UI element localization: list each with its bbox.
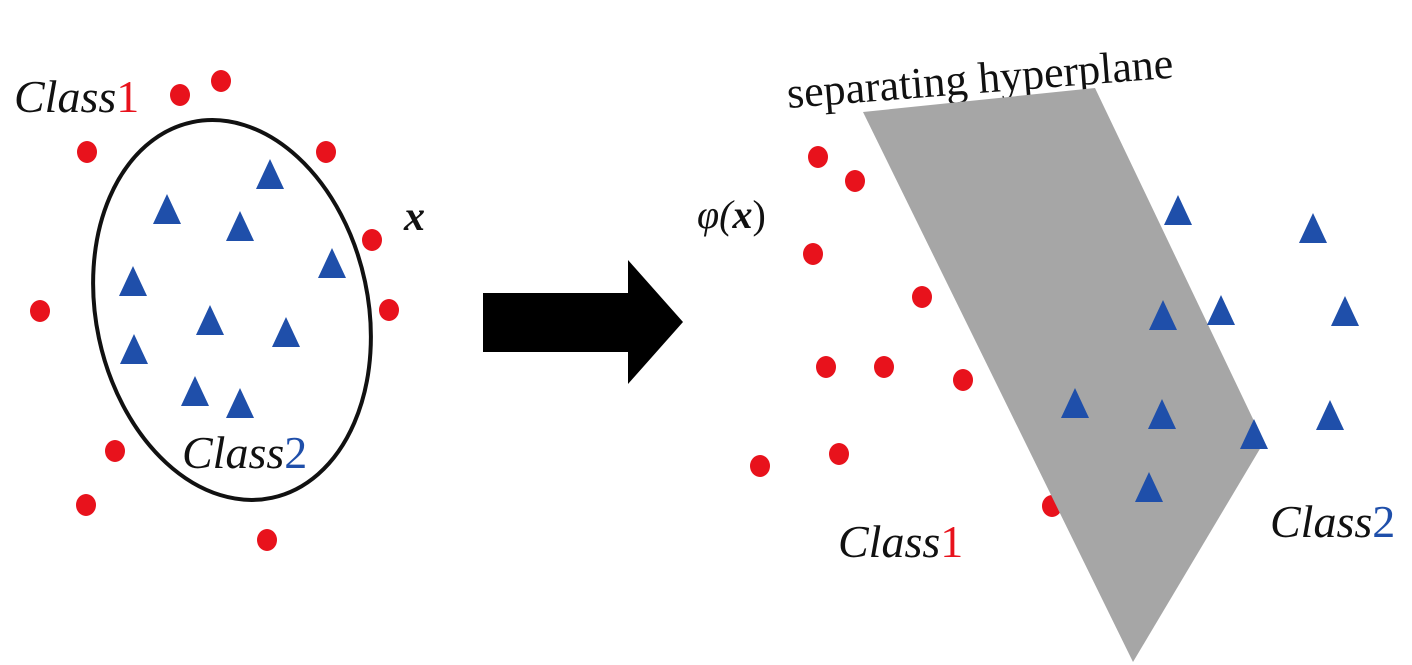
class2-point xyxy=(153,194,181,224)
class2-points-input xyxy=(119,159,346,418)
class1-points-input xyxy=(30,70,399,551)
class1-point xyxy=(874,356,894,378)
class1-point xyxy=(829,443,849,465)
class1-point xyxy=(816,356,836,378)
class1-point xyxy=(76,494,96,516)
class1-point xyxy=(808,146,828,168)
class2-point xyxy=(1149,300,1177,330)
class2-point xyxy=(318,248,346,278)
class1-point xyxy=(912,286,932,308)
class1-point xyxy=(803,243,823,265)
class1-points-feature xyxy=(750,146,1062,517)
class1-point xyxy=(170,84,190,106)
right-arrow-icon xyxy=(483,260,683,384)
input-space-panel: Class1 Class2 x xyxy=(14,70,425,551)
class2-point xyxy=(1061,388,1089,418)
class2-point xyxy=(1299,213,1327,243)
class1-point xyxy=(379,299,399,321)
class1-point xyxy=(105,440,125,462)
class1-point xyxy=(953,369,973,391)
class2-point xyxy=(1148,399,1176,429)
class1-point xyxy=(77,141,97,163)
separating-hyperplane xyxy=(863,88,1264,662)
class2-point xyxy=(226,211,254,241)
input-variable-x: x xyxy=(403,194,425,240)
class1-point xyxy=(30,300,50,322)
class2-point xyxy=(181,376,209,406)
feature-space-panel: separating hyperplane φ(x) Class1 Class2 xyxy=(697,39,1395,662)
class1-point xyxy=(257,529,277,551)
class2-points-feature xyxy=(1061,195,1359,502)
class2-point xyxy=(256,159,284,189)
class2-label-input: Class2 xyxy=(182,427,307,478)
class1-point xyxy=(362,229,382,251)
class1-point xyxy=(211,70,231,92)
class2-point xyxy=(120,334,148,364)
nonlinear-boundary xyxy=(91,118,373,502)
class2-label-feature: Class2 xyxy=(1270,496,1395,547)
mapping-function-label: φ(x) xyxy=(697,192,766,237)
class1-point xyxy=(750,455,770,477)
class2-point xyxy=(1240,419,1268,449)
class2-point xyxy=(1316,400,1344,430)
class2-point xyxy=(1207,295,1235,325)
class2-point xyxy=(226,388,254,418)
class2-point xyxy=(1331,296,1359,326)
class1-point xyxy=(316,141,336,163)
class1-label-feature: Class1 xyxy=(838,516,963,567)
class1-label-input: Class1 xyxy=(14,71,139,122)
class2-point xyxy=(1164,195,1192,225)
class2-point xyxy=(272,317,300,347)
class2-point xyxy=(196,305,224,335)
class1-point xyxy=(845,170,865,192)
class2-point xyxy=(119,266,147,296)
class2-point xyxy=(1135,472,1163,502)
